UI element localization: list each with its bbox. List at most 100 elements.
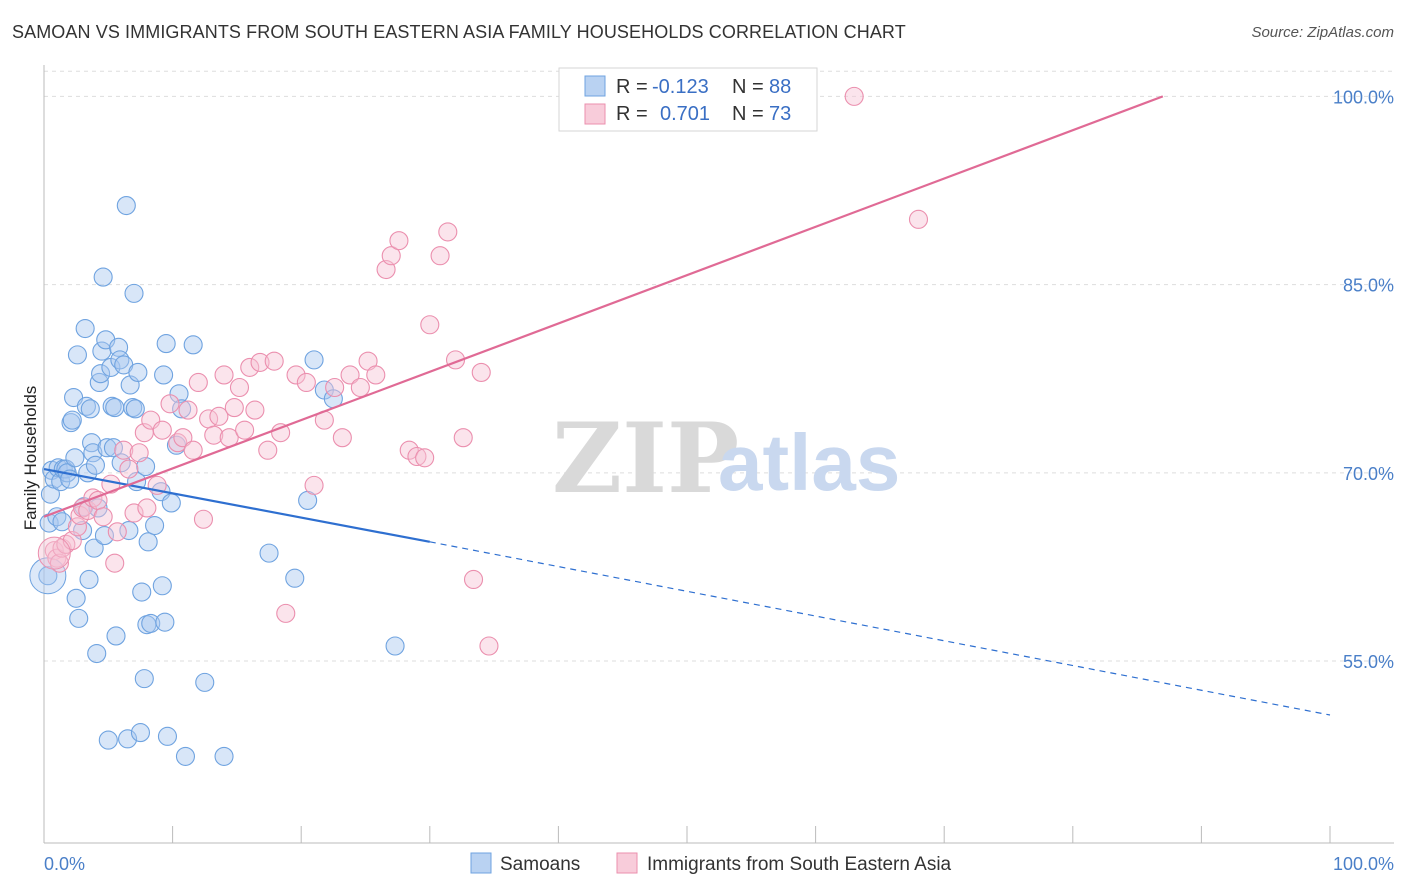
- immigrants-point: [105, 553, 125, 573]
- trend-lines: [43, 95, 1331, 716]
- legend-n-value-2: 73: [769, 103, 791, 125]
- samoans-point: [85, 455, 105, 475]
- series-legend: Samoans Immigrants from South Eastern As…: [470, 852, 952, 875]
- samoans-point: [84, 538, 104, 558]
- immigrants-point: [264, 351, 284, 371]
- samoans-point: [62, 410, 82, 430]
- samoans-point: [155, 612, 175, 632]
- immigrants-point: [276, 603, 296, 623]
- immigrants-point: [479, 636, 499, 656]
- immigrants-point: [286, 365, 306, 385]
- samoans-point: [91, 364, 111, 384]
- watermark-zip: ZIP: [552, 402, 739, 515]
- source-label: Source: ZipAtlas.com: [1251, 24, 1394, 41]
- immigrants-point: [129, 443, 149, 463]
- immigrants-point: [214, 365, 234, 385]
- immigrants-point: [124, 503, 144, 523]
- samoans-point: [214, 746, 234, 766]
- immigrants-point: [420, 315, 440, 335]
- axes: [43, 65, 1394, 844]
- immigrants-point: [224, 398, 244, 418]
- immigrants-point: [193, 509, 214, 529]
- y-tick-label: 55.0%: [1343, 652, 1394, 672]
- samoans-point: [130, 723, 150, 743]
- samoans-point: [79, 569, 99, 590]
- immigrants-point: [463, 569, 484, 590]
- samoans-point: [134, 669, 154, 689]
- immigrants-point: [152, 420, 172, 440]
- immigrants-point: [366, 365, 386, 385]
- legend-r-value-1: -0.123: [652, 76, 709, 98]
- immigrants-point: [340, 365, 360, 385]
- immigrants-point: [160, 394, 180, 414]
- immigrants-point: [67, 517, 87, 537]
- immigrants-point: [209, 406, 229, 426]
- immigrants-point: [438, 222, 458, 242]
- immigrants-point: [296, 372, 316, 393]
- immigrants-point: [332, 428, 352, 448]
- samoans-point: [145, 515, 165, 536]
- bottom-legend-label-samoans: Samoans: [500, 854, 580, 875]
- immigrants-point: [47, 548, 67, 568]
- series-immigrants-points: [37, 86, 929, 656]
- immigrants-point: [844, 86, 864, 106]
- samoans-point: [80, 399, 100, 419]
- immigrants-point: [49, 553, 69, 573]
- immigrants-point: [415, 448, 435, 468]
- immigrants-point: [114, 440, 134, 460]
- immigrants-point: [188, 372, 208, 393]
- samoans-point: [161, 493, 181, 513]
- samoans-point: [97, 438, 117, 458]
- samoans-point: [141, 613, 161, 633]
- immigrants-point: [245, 400, 265, 420]
- y-tick-label: 70.0%: [1343, 464, 1394, 484]
- immigrants-point: [173, 428, 193, 448]
- samoans-point: [40, 484, 60, 504]
- samoans-point: [94, 526, 114, 546]
- immigrants-point: [389, 231, 409, 251]
- y-axis-label: Family Households: [21, 386, 40, 531]
- samoans-point: [65, 448, 85, 468]
- immigrants-point: [381, 246, 401, 266]
- immigrants-point: [183, 440, 203, 460]
- samoans-trend-line: [43, 467, 431, 543]
- legend-r-value-2: 0.701: [660, 103, 710, 125]
- samoans-trend-line-extension: [429, 541, 1331, 716]
- samoans-point: [285, 568, 305, 588]
- samoans-point: [75, 318, 95, 339]
- samoans-point: [132, 582, 152, 602]
- samoans-point: [73, 520, 93, 541]
- immigrants-point: [204, 425, 224, 445]
- immigrants-point: [350, 377, 370, 398]
- legend-r-label-1: R =: [616, 76, 648, 98]
- immigrants-point: [471, 362, 491, 382]
- samoans-point: [304, 350, 324, 370]
- y-tick-label: 85.0%: [1343, 276, 1394, 296]
- chart-title: SAMOAN VS IMMIGRANTS FROM SOUTH EASTERN …: [12, 22, 906, 42]
- samoans-point: [157, 726, 178, 746]
- samoans-point: [259, 543, 279, 563]
- legend-swatch-immigrants: [584, 103, 606, 125]
- immigrants-point: [137, 498, 157, 518]
- samoans-point: [67, 345, 87, 365]
- immigrants-point: [271, 423, 291, 443]
- samoans-point: [106, 626, 126, 646]
- bottom-legend-swatch-immigrants: [616, 852, 638, 874]
- immigrants-point: [178, 400, 198, 420]
- immigrants-point: [399, 440, 419, 460]
- legend-n-label-1: N =: [732, 76, 764, 98]
- immigrants-point: [304, 475, 324, 495]
- samoans-point: [124, 283, 144, 303]
- samoans-point: [82, 433, 102, 453]
- samoans-point: [138, 532, 158, 552]
- immigrants-point: [250, 352, 270, 372]
- y-tick-label: 100.0%: [1333, 87, 1394, 107]
- legend-r-label-2: R =: [616, 103, 648, 125]
- x-tick-label-max: 100.0%: [1333, 854, 1394, 874]
- x-tick-label-min: 0.0%: [44, 854, 85, 874]
- samoans-point: [98, 730, 118, 750]
- immigrants-point: [430, 246, 450, 266]
- bottom-legend-swatch-samoans: [470, 852, 492, 874]
- y-tick-labels: 55.0% 70.0% 85.0% 100.0%: [1333, 87, 1394, 672]
- samoans-point: [175, 746, 196, 766]
